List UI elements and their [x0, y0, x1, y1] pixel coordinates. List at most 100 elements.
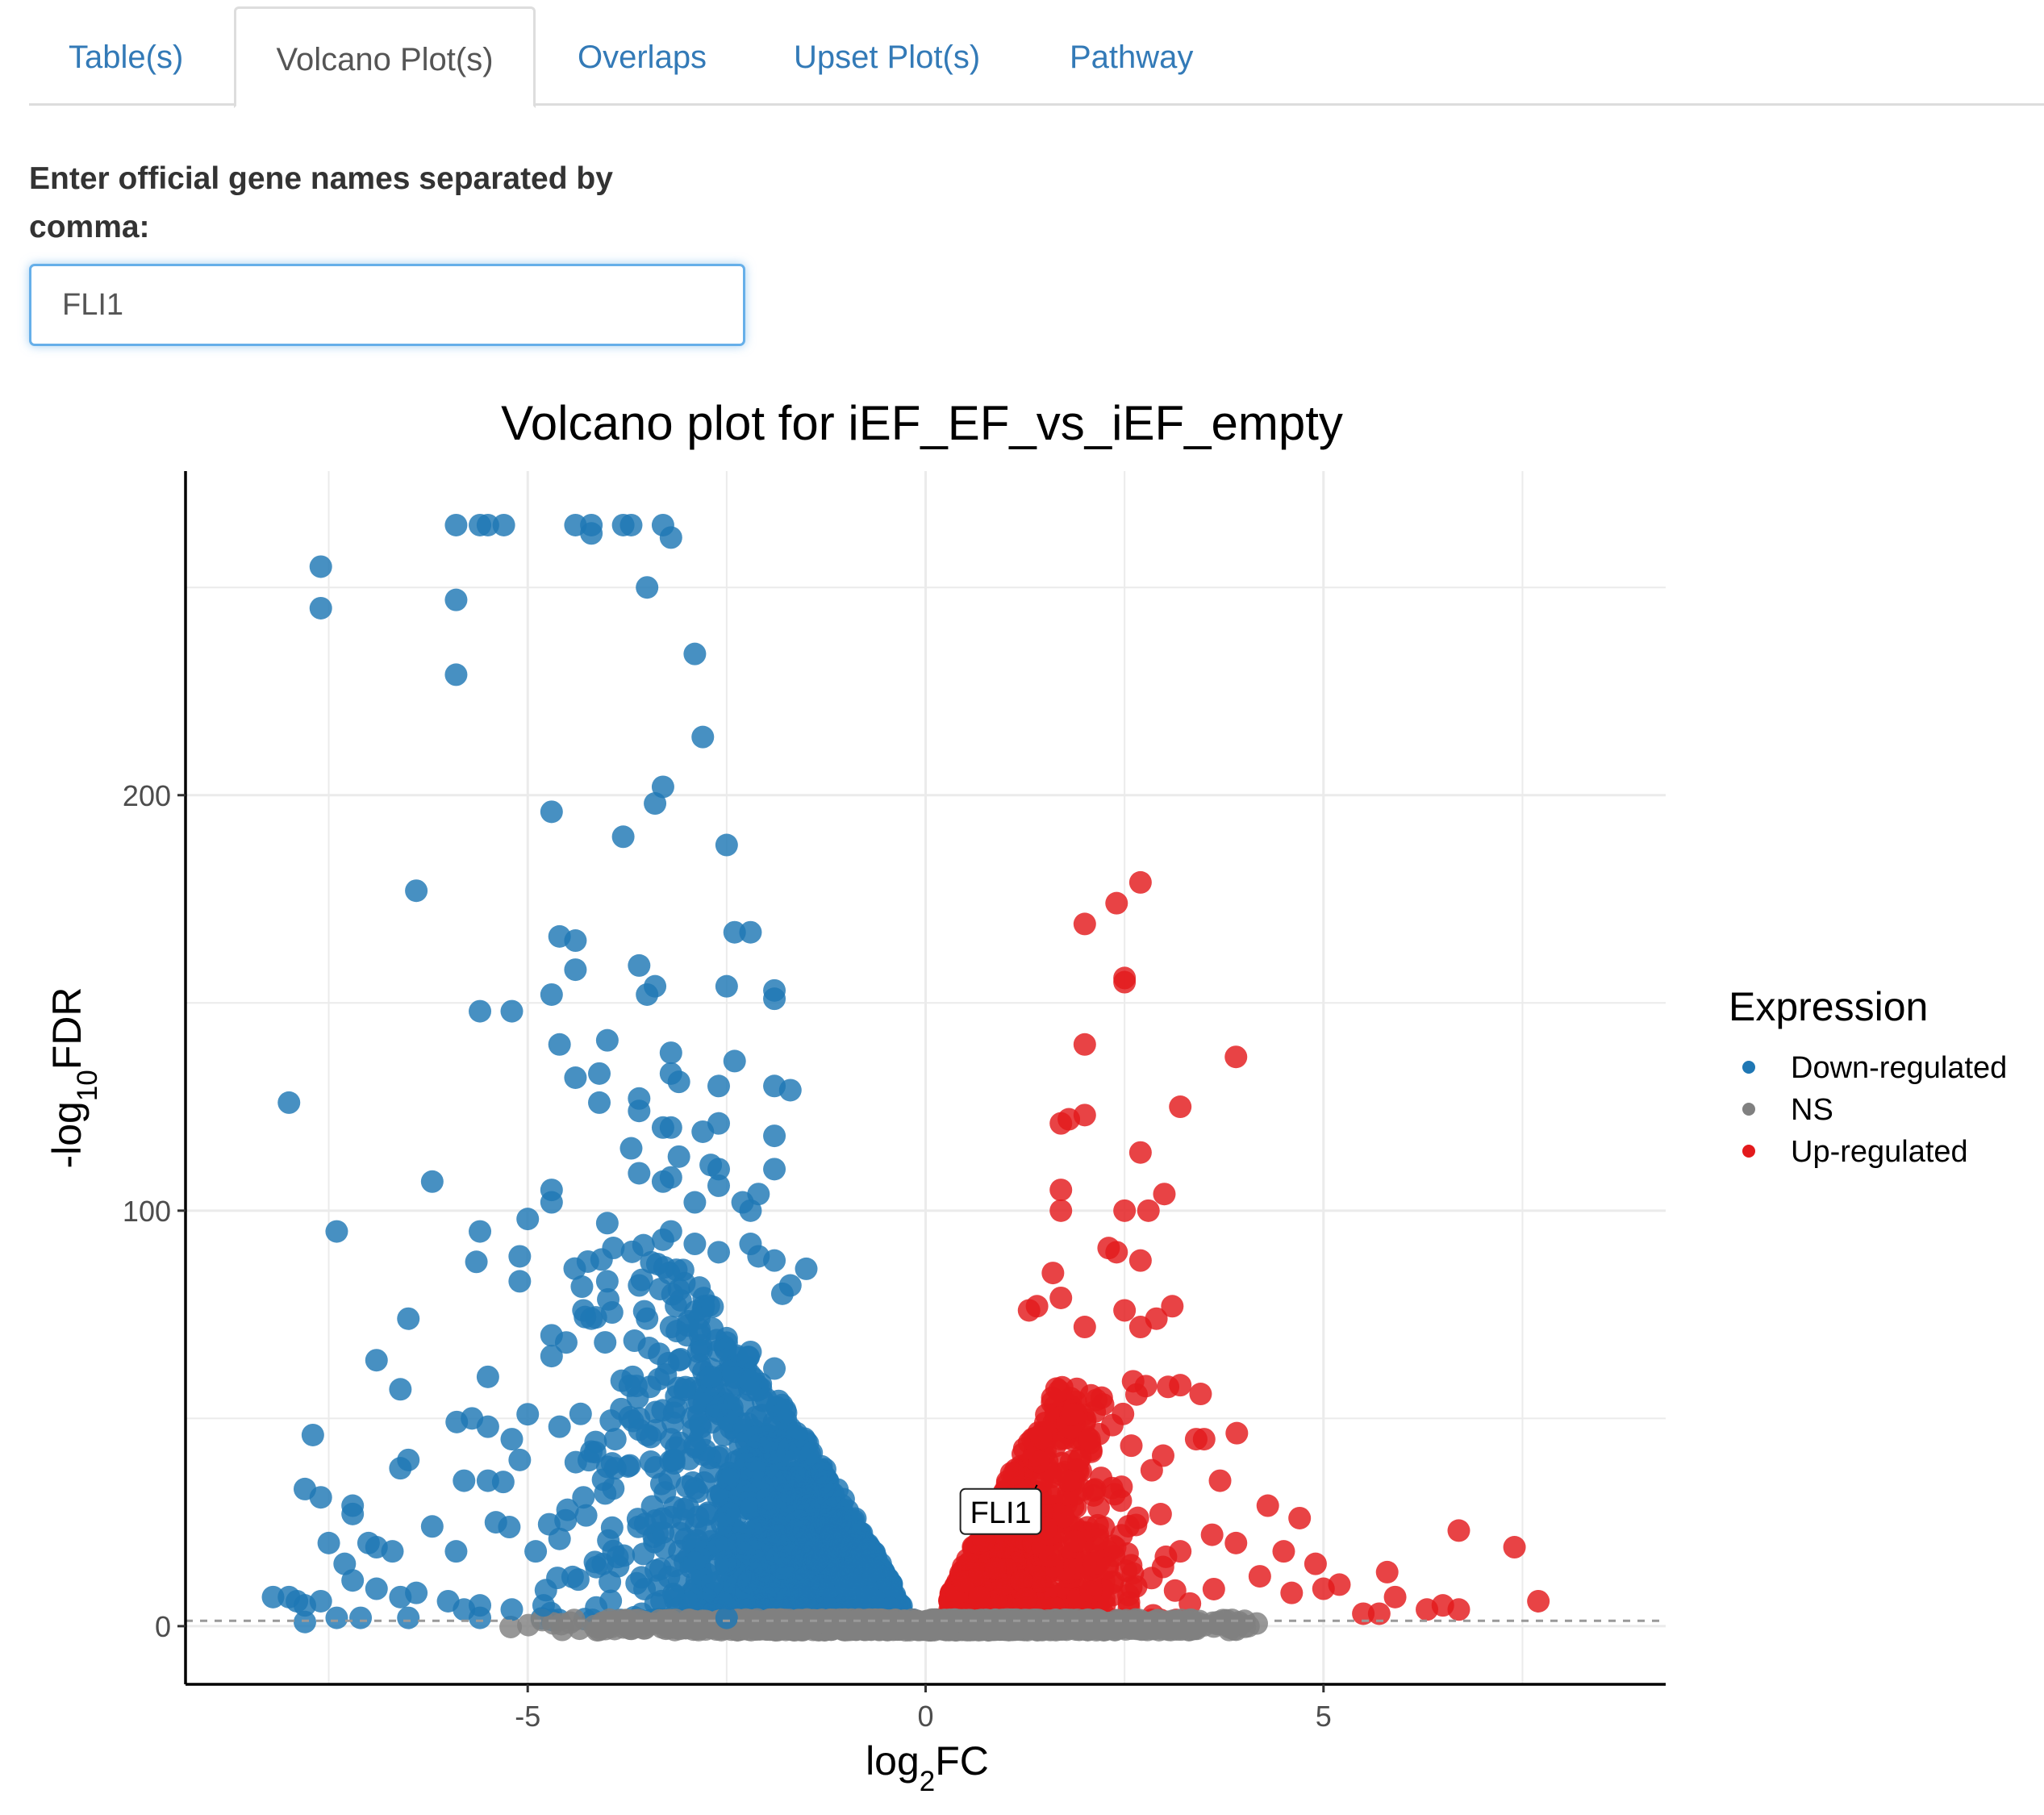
down-regulated-point	[602, 1237, 625, 1260]
gene-input-label: Enter official gene names separated by c…	[29, 161, 613, 244]
up-regulated-point	[1067, 1449, 1091, 1472]
ns-point	[517, 1613, 540, 1637]
up-regulated-point	[1225, 1421, 1249, 1445]
down-regulated-point	[675, 1475, 699, 1498]
down-regulated-point	[749, 1516, 773, 1539]
down-regulated-point	[648, 1342, 671, 1366]
down-regulated-point	[699, 1460, 722, 1483]
down-regulated-point	[597, 1529, 620, 1552]
down-regulated-point	[748, 1554, 771, 1577]
up-regulated-point	[1052, 1505, 1075, 1529]
down-regulated-point	[676, 1496, 699, 1519]
down-regulated-point	[786, 1466, 810, 1489]
up-regulated-point	[1065, 1377, 1088, 1400]
tab-volcano-plots[interactable]: Volcano Plot(s)	[234, 6, 536, 108]
down-regulated-point	[757, 1496, 781, 1520]
down-regulated-point	[566, 1568, 590, 1592]
up-regulated-point	[1140, 1567, 1163, 1590]
down-regulated-point	[683, 1550, 707, 1574]
down-regulated-point	[563, 1257, 586, 1280]
up-regulated-point	[1100, 1413, 1124, 1437]
up-regulated-point	[1082, 1479, 1105, 1502]
down-regulated-point	[651, 1399, 674, 1422]
up-regulated-point	[1149, 1503, 1172, 1526]
down-regulated-point	[585, 1555, 608, 1579]
up-regulated-point	[1079, 1580, 1103, 1604]
down-regulated-point	[658, 1467, 682, 1491]
down-regulated-point	[651, 1507, 674, 1530]
down-regulated-point	[647, 1367, 670, 1391]
up-regulated-point	[1126, 1506, 1149, 1529]
down-regulated-point	[724, 1366, 747, 1389]
ns-point	[596, 1615, 619, 1638]
tab-upset-plots[interactable]: Upset Plot(s)	[794, 40, 981, 75]
down-regulated-point	[569, 1402, 592, 1425]
up-regulated-point	[1015, 1587, 1038, 1610]
down-regulated-point	[878, 1576, 902, 1600]
tab-bar: Table(s) Volcano Plot(s) Overlaps Upset …	[29, 0, 2044, 108]
down-regulated-point	[633, 1512, 657, 1536]
down-regulated-point	[594, 1331, 617, 1354]
up-regulated-point	[1189, 1383, 1212, 1406]
down-regulated-point	[804, 1495, 828, 1518]
up-regulated-point	[1038, 1545, 1062, 1568]
down-regulated-point	[574, 1504, 598, 1527]
tab-overlaps[interactable]: Overlaps	[578, 40, 707, 75]
tab-tables[interactable]: Table(s)	[69, 40, 184, 75]
down-regulated-point	[856, 1585, 879, 1608]
down-regulated-point	[714, 1337, 737, 1361]
down-regulated-point	[546, 1567, 569, 1590]
down-regulated-point	[600, 1301, 624, 1325]
down-regulated-point	[744, 1425, 767, 1449]
down-regulated-point	[714, 1550, 737, 1574]
down-regulated-point	[788, 1438, 811, 1462]
down-regulated-point	[700, 1572, 724, 1596]
down-regulated-point	[841, 1572, 865, 1596]
down-regulated-point	[774, 1401, 798, 1425]
down-regulated-point	[784, 1518, 807, 1542]
down-regulated-point	[851, 1545, 874, 1568]
up-regulated-point	[1009, 1569, 1032, 1592]
down-regulated-point	[711, 1512, 734, 1536]
gridlines	[186, 471, 1666, 1684]
point-cloud	[445, 1233, 1268, 1642]
down-regulated-point	[673, 1379, 696, 1402]
down-regulated-point	[606, 1546, 629, 1569]
up-regulated-point	[1121, 1370, 1145, 1393]
down-regulated-point	[570, 1275, 594, 1299]
down-regulated-point	[632, 1233, 655, 1257]
tab-pathway[interactable]: Pathway	[1070, 40, 1194, 75]
down-regulated-point	[764, 1471, 787, 1494]
down-regulated-point	[734, 1533, 757, 1556]
down-regulated-point	[757, 1574, 781, 1597]
up-regulated-point	[1117, 1591, 1141, 1614]
down-regulated-point	[645, 1252, 669, 1275]
down-regulated-point	[743, 1456, 766, 1479]
up-regulated-point	[1140, 1458, 1163, 1482]
up-regulated-point	[1048, 1379, 1071, 1403]
ns-point	[568, 1617, 591, 1641]
up-regulated-point	[1078, 1428, 1101, 1451]
up-regulated-point	[1087, 1528, 1110, 1551]
up-regulated-point	[1120, 1434, 1143, 1458]
up-regulated-point	[968, 1585, 991, 1608]
down-regulated-point	[632, 1542, 655, 1566]
gene-names-input[interactable]	[29, 264, 745, 346]
ns-point	[1237, 1614, 1260, 1638]
down-regulated-point	[811, 1461, 834, 1484]
up-regulated-point	[1163, 1579, 1187, 1602]
up-regulated-point	[1202, 1577, 1225, 1600]
up-regulated-point	[983, 1557, 1007, 1580]
down-regulated-point	[625, 1571, 649, 1595]
up-regulated-point	[1028, 1571, 1052, 1594]
down-regulated-point	[706, 1396, 729, 1419]
down-regulated-point	[806, 1548, 829, 1571]
up-regulated-point	[1087, 1496, 1110, 1520]
up-regulated-point	[972, 1529, 995, 1553]
up-regulated-point	[1091, 1393, 1115, 1417]
down-regulated-point	[766, 1524, 790, 1547]
down-regulated-point	[683, 1433, 707, 1457]
down-regulated-point	[844, 1507, 867, 1530]
up-regulated-point	[1109, 1489, 1133, 1512]
